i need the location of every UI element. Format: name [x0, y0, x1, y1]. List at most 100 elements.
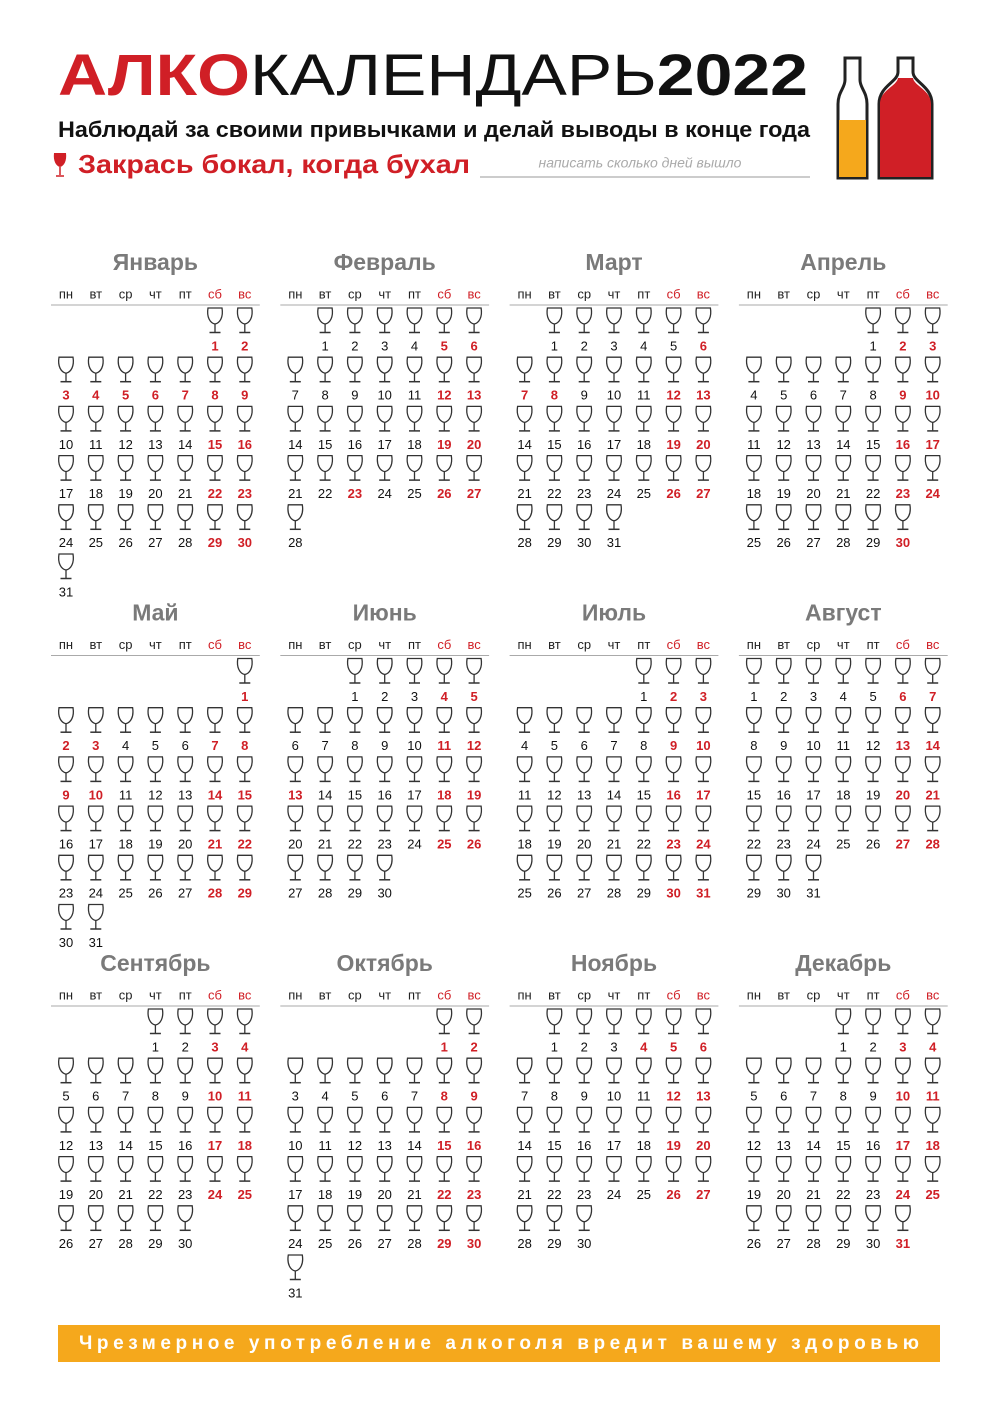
- day-number: 27: [696, 1187, 710, 1202]
- day-number: 24: [896, 1187, 911, 1202]
- day-number: 18: [925, 1138, 939, 1153]
- day-number: 19: [348, 1187, 362, 1202]
- day-number: 15: [547, 437, 561, 452]
- day-number: 11: [926, 1089, 940, 1104]
- weekday-label: пт: [179, 286, 192, 301]
- day-number: 8: [241, 738, 248, 753]
- day-number: 14: [836, 437, 850, 452]
- day-number: 16: [577, 437, 591, 452]
- day-number: 4: [640, 1039, 648, 1054]
- day-number: 14: [925, 738, 940, 753]
- weekday-label: вт: [777, 286, 790, 301]
- day-number: 4: [640, 338, 647, 353]
- day-number: 2: [62, 738, 69, 753]
- weekday-label: пн: [59, 286, 73, 301]
- day-number: 27: [148, 535, 162, 550]
- month-name: Декабрь: [795, 950, 891, 976]
- day-number: 17: [288, 1187, 302, 1202]
- day-number: 3: [810, 689, 817, 704]
- day-number: 23: [896, 486, 910, 501]
- day-number: 25: [637, 1187, 651, 1202]
- subtitle: Наблюдай за своими привычками и делай вы…: [58, 117, 811, 142]
- weekday-label: пт: [179, 637, 192, 652]
- day-number: 1: [351, 689, 358, 704]
- weekday-label: сб: [208, 286, 222, 301]
- day-number: 29: [866, 535, 880, 550]
- weekday-label: чт: [378, 637, 391, 652]
- day-number: 13: [896, 738, 910, 753]
- day-number: 20: [696, 1138, 710, 1153]
- day-number: 28: [836, 535, 850, 550]
- day-number: 6: [780, 1089, 787, 1104]
- day-number: 9: [182, 1089, 189, 1104]
- day-number: 6: [810, 388, 817, 403]
- weekday-label: вс: [697, 987, 711, 1002]
- day-number: 1: [152, 1039, 159, 1054]
- weekday-label: вт: [319, 286, 332, 301]
- month-name: Июнь: [353, 600, 417, 626]
- day-number: 2: [780, 689, 787, 704]
- day-number: 19: [666, 437, 680, 452]
- day-number: 20: [377, 1187, 391, 1202]
- day-number: 24: [607, 486, 621, 501]
- day-number: 17: [407, 787, 421, 802]
- weekday-label: вс: [238, 987, 252, 1002]
- instruction-icon: [53, 153, 67, 177]
- day-number: 21: [118, 1187, 132, 1202]
- day-number: 16: [377, 787, 391, 802]
- day-number: 1: [241, 689, 248, 704]
- day-number: 11: [89, 437, 103, 452]
- day-number: 2: [241, 338, 248, 353]
- weekday-label: вт: [319, 637, 332, 652]
- day-number: 5: [670, 338, 677, 353]
- day-number: 27: [776, 1236, 790, 1251]
- weekday-label: ср: [348, 987, 362, 1002]
- day-number: 20: [467, 437, 481, 452]
- day-number: 3: [381, 338, 388, 353]
- day-number: 16: [577, 1138, 591, 1153]
- day-number: 19: [437, 437, 451, 452]
- instruction: Закрась бокал, когда бухал: [78, 149, 470, 179]
- weekday-label: сб: [437, 286, 451, 301]
- day-number: 25: [89, 535, 103, 550]
- day-number: 1: [551, 1039, 558, 1054]
- day-number: 22: [747, 837, 761, 852]
- day-number: 11: [119, 787, 133, 802]
- day-number: 6: [182, 738, 189, 753]
- day-number: 19: [547, 837, 561, 852]
- day-number: 11: [408, 388, 422, 403]
- weekday-label: чт: [149, 286, 162, 301]
- day-number: 8: [321, 388, 328, 403]
- day-number: 9: [470, 1089, 477, 1104]
- day-number: 4: [411, 338, 418, 353]
- weekday-label: пн: [59, 637, 73, 652]
- weekday-label: сб: [208, 987, 222, 1002]
- day-number: 4: [750, 388, 757, 403]
- month-name: Февраль: [334, 249, 436, 275]
- weekday-label: ср: [807, 987, 821, 1002]
- day-number: 25: [637, 486, 651, 501]
- day-number: 16: [666, 787, 680, 802]
- day-number: 2: [670, 689, 677, 704]
- day-number: 5: [152, 738, 159, 753]
- day-number: 25: [747, 535, 761, 550]
- day-number: 29: [238, 886, 252, 901]
- day-number: 17: [607, 437, 621, 452]
- day-number: 28: [806, 1236, 820, 1251]
- day-number: 27: [377, 1236, 391, 1251]
- weekday-label: пт: [637, 637, 650, 652]
- title-year: 2022: [657, 43, 808, 108]
- day-number: 3: [211, 1039, 218, 1054]
- day-number: 19: [118, 486, 132, 501]
- day-number: 31: [607, 535, 621, 550]
- day-number: 3: [610, 338, 617, 353]
- day-number: 7: [122, 1089, 129, 1104]
- day-number: 2: [351, 338, 358, 353]
- day-number: 24: [89, 886, 103, 901]
- day-number: 1: [869, 338, 876, 353]
- day-number: 3: [92, 738, 99, 753]
- day-number: 4: [92, 388, 100, 403]
- day-number: 22: [148, 1187, 162, 1202]
- weekday-label: чт: [149, 637, 162, 652]
